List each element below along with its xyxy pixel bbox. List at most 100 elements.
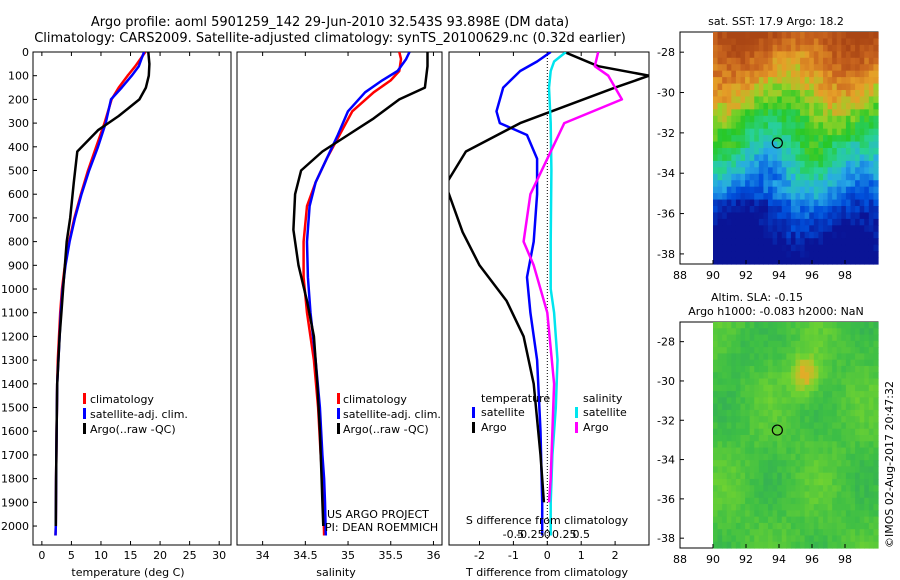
map-cell xyxy=(823,115,829,123)
map-cell xyxy=(813,109,820,117)
map-cell xyxy=(768,90,774,98)
map-cell xyxy=(740,32,746,40)
map-cell xyxy=(850,90,856,98)
map-cell xyxy=(781,422,787,430)
map-cell xyxy=(827,422,833,430)
map-cell xyxy=(740,238,746,246)
map-cell xyxy=(786,447,792,455)
map-cell xyxy=(823,334,829,342)
map-cell xyxy=(763,384,769,392)
map-cell xyxy=(713,212,719,220)
map-cell xyxy=(823,90,829,98)
map-cell xyxy=(790,32,797,40)
map-cell xyxy=(804,347,810,354)
map-cell xyxy=(868,403,875,411)
y-tick-label: 1400 xyxy=(1,378,29,391)
map-cell xyxy=(827,359,833,367)
map-cell xyxy=(768,409,774,417)
map-cell xyxy=(726,535,732,543)
map-cell xyxy=(809,328,815,336)
map-cell xyxy=(758,32,765,40)
map-cell xyxy=(855,466,861,474)
map-cell xyxy=(763,238,769,246)
map-cell xyxy=(873,504,879,511)
map-cell xyxy=(713,491,719,499)
map-cell xyxy=(772,478,778,486)
map-cell xyxy=(777,403,783,411)
map-cell xyxy=(722,466,728,474)
map-cell xyxy=(731,218,737,226)
map-cell xyxy=(800,193,806,201)
map-cell xyxy=(845,397,852,405)
map-cell xyxy=(790,238,797,246)
map-cell xyxy=(745,422,751,430)
map-cell xyxy=(758,257,765,265)
map-cell xyxy=(758,90,765,98)
map-cell xyxy=(754,428,760,436)
map-cell xyxy=(841,206,847,214)
map-cell xyxy=(873,109,879,117)
map-cell xyxy=(777,516,783,524)
map-cell xyxy=(859,491,865,499)
map-cell xyxy=(758,397,765,405)
map-cell xyxy=(754,218,760,226)
map-cell xyxy=(763,516,769,524)
map-cell xyxy=(758,128,765,136)
map-cell xyxy=(841,353,847,361)
map-cell xyxy=(713,340,719,348)
map-cell xyxy=(722,359,728,367)
map-cell xyxy=(717,460,723,467)
map-cell xyxy=(855,167,861,175)
map-cell xyxy=(850,77,856,85)
map-cell xyxy=(823,529,829,537)
map-cell xyxy=(845,510,852,518)
map-cell xyxy=(804,322,810,329)
map-cell xyxy=(873,529,879,537)
map-cell xyxy=(850,244,856,252)
map-cell xyxy=(813,522,820,530)
map-cell xyxy=(873,77,879,85)
map-cell xyxy=(745,122,751,130)
map-cell xyxy=(855,257,861,265)
map-cell xyxy=(722,328,728,336)
map-cell xyxy=(786,167,792,175)
map-cell xyxy=(726,472,732,480)
map-cell xyxy=(781,44,787,52)
map-cell xyxy=(855,378,861,386)
map-cell xyxy=(758,504,765,511)
map-cell xyxy=(758,322,765,329)
map-cell xyxy=(813,218,820,226)
map-cell xyxy=(713,96,719,104)
map-cell xyxy=(868,478,875,486)
map-cell xyxy=(790,115,797,123)
map-cell xyxy=(832,378,838,386)
map-cell xyxy=(726,397,732,405)
map-cell xyxy=(777,148,783,156)
map-cell xyxy=(713,238,719,246)
map-cell xyxy=(832,193,838,201)
map-cell xyxy=(777,225,783,233)
map-cell xyxy=(850,199,856,207)
map-cell xyxy=(726,57,732,65)
map-cell xyxy=(873,453,879,461)
map-cell xyxy=(855,353,861,361)
map-cell xyxy=(795,516,801,524)
map-cell xyxy=(790,64,797,72)
map-cell xyxy=(772,497,778,505)
map-cell xyxy=(790,102,797,110)
map-cell xyxy=(850,472,856,480)
map-cell xyxy=(864,141,870,149)
map-cell xyxy=(804,409,810,417)
map-cell xyxy=(827,83,833,91)
map-cell xyxy=(790,359,797,367)
map-cell xyxy=(868,504,875,511)
map-cell xyxy=(786,328,792,336)
map-cell xyxy=(717,32,723,40)
x-tick-label: 15 xyxy=(124,549,138,562)
map-cell xyxy=(823,466,829,474)
map-cell xyxy=(749,193,755,201)
map-cell xyxy=(800,135,806,143)
map-cell xyxy=(758,186,765,194)
map-cell xyxy=(722,403,728,411)
map-cell xyxy=(749,225,755,233)
